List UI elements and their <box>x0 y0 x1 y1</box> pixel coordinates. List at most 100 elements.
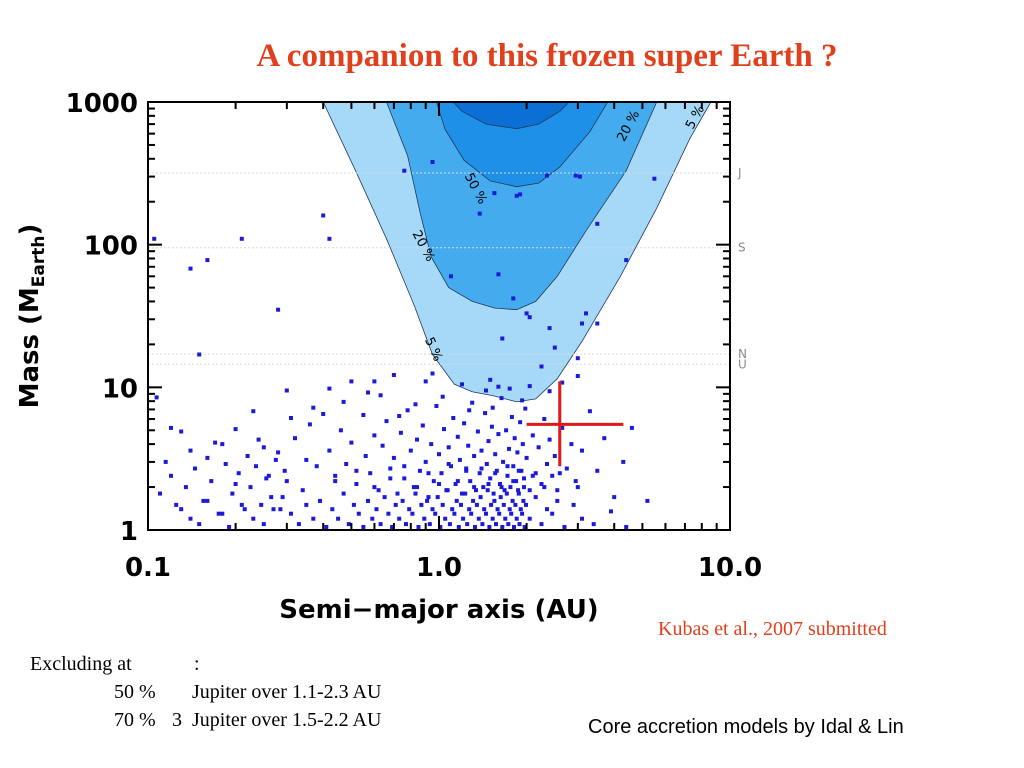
data-point <box>519 468 524 473</box>
data-point <box>425 498 430 503</box>
exclusion-pct: 70 % <box>114 709 156 731</box>
data-point <box>460 491 464 496</box>
data-point <box>324 525 329 529</box>
data-point <box>455 479 460 484</box>
x-tick-label: 1.0 <box>416 553 462 583</box>
data-point <box>452 511 457 516</box>
data-point <box>284 479 289 484</box>
y-axis-title-sub: Earth <box>29 236 49 288</box>
data-point <box>233 427 238 432</box>
data-point <box>446 462 451 466</box>
data-point <box>430 507 435 512</box>
data-point <box>442 427 446 432</box>
data-point <box>547 326 552 331</box>
data-point <box>489 424 494 429</box>
data-point <box>491 491 496 496</box>
data-point <box>539 364 544 369</box>
data-point <box>490 516 495 521</box>
data-point <box>304 457 309 462</box>
data-point <box>201 498 206 503</box>
data-point <box>493 471 498 476</box>
data-point <box>300 488 305 493</box>
data-point <box>533 471 538 476</box>
data-point <box>429 442 434 447</box>
data-point <box>499 485 504 490</box>
data-point <box>518 192 523 197</box>
data-point <box>427 522 432 527</box>
data-point <box>560 425 565 430</box>
data-point <box>612 495 617 500</box>
data-point <box>577 174 582 179</box>
data-point <box>437 452 441 457</box>
data-point <box>499 396 504 401</box>
data-point <box>227 525 232 529</box>
data-point <box>516 491 521 496</box>
data-point <box>552 454 557 458</box>
data-point <box>273 457 278 462</box>
data-point <box>468 479 473 484</box>
data-point <box>356 511 361 516</box>
exclusion-header: Excluding at : <box>30 650 490 678</box>
data-point <box>550 511 555 516</box>
data-point <box>523 406 528 411</box>
data-point <box>188 266 193 271</box>
data-point <box>492 191 497 196</box>
data-point <box>251 516 256 521</box>
data-point <box>321 213 326 218</box>
data-point <box>522 476 526 481</box>
data-point <box>445 488 450 493</box>
data-point <box>480 522 485 527</box>
data-point <box>507 446 511 451</box>
data-point <box>527 516 532 521</box>
data-point <box>344 462 349 466</box>
data-point <box>456 525 461 529</box>
data-point <box>407 507 412 512</box>
data-point <box>457 457 462 462</box>
data-point <box>443 516 448 521</box>
data-point <box>327 236 332 241</box>
data-point <box>431 479 436 484</box>
data-point <box>266 473 271 478</box>
data-point <box>449 464 453 469</box>
data-point <box>517 522 522 527</box>
data-point <box>522 525 527 529</box>
data-point <box>505 473 510 478</box>
data-point <box>477 471 482 476</box>
data-point <box>188 448 193 453</box>
data-point <box>426 495 431 500</box>
data-point <box>486 439 491 444</box>
data-point <box>386 511 391 516</box>
data-point <box>410 511 415 516</box>
data-point <box>318 498 322 503</box>
data-point <box>423 379 428 384</box>
data-point <box>465 522 470 527</box>
y-tick-label: 1000 <box>66 89 138 119</box>
data-point <box>451 416 456 420</box>
data-point <box>393 502 398 507</box>
y-axis-title-main: Mass (M <box>15 287 45 408</box>
data-point <box>520 442 525 447</box>
data-point <box>539 522 544 527</box>
data-point <box>507 507 512 512</box>
data-point <box>495 507 500 512</box>
data-point <box>296 522 301 527</box>
data-point <box>498 495 503 500</box>
data-point <box>438 525 443 529</box>
data-point <box>580 448 584 453</box>
data-point <box>366 390 370 395</box>
y-axis-title: Mass (MEarth) <box>15 224 49 409</box>
x-tick-label: 0.1 <box>125 553 171 583</box>
data-point <box>484 462 489 466</box>
data-point <box>391 373 396 377</box>
data-point <box>629 425 634 430</box>
data-point <box>223 462 228 466</box>
data-point <box>621 459 626 464</box>
data-point <box>382 495 387 500</box>
data-point <box>230 491 235 496</box>
data-point <box>239 236 244 241</box>
y-tick-label: 100 <box>84 232 138 262</box>
data-point <box>349 440 354 445</box>
slide-title: A companion to this frozen super Earth ? <box>256 38 838 74</box>
data-point <box>327 386 332 391</box>
data-point <box>474 502 479 507</box>
